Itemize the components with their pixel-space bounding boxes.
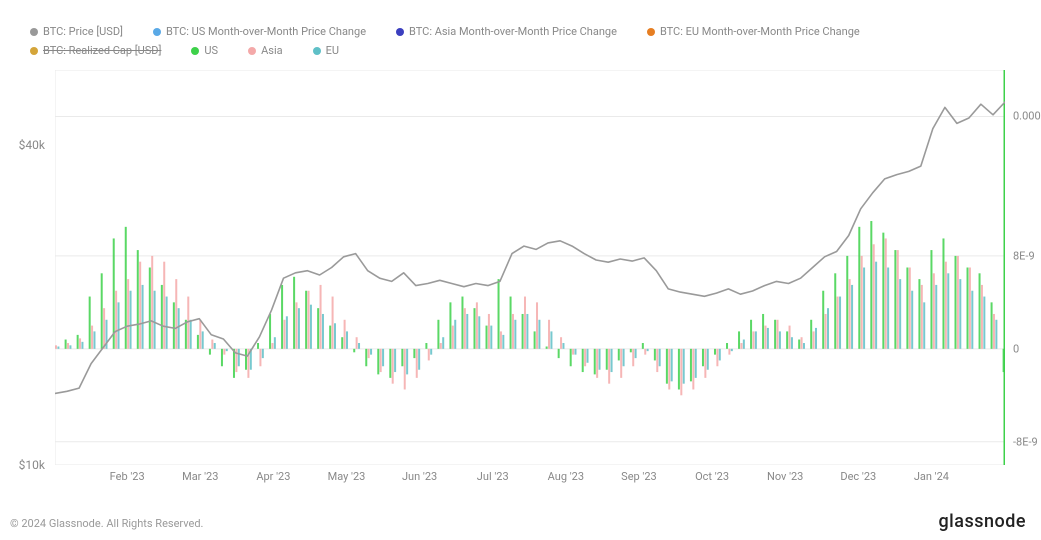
x-tick: Feb '23: [110, 470, 145, 483]
x-tick: Mar '23: [182, 470, 218, 483]
legend-swatch: [191, 47, 199, 55]
y-right-tick: 0.00000002: [1013, 110, 1041, 123]
legend-swatch: [313, 47, 321, 55]
x-tick: Sep '23: [621, 470, 657, 483]
x-tick: Dec '23: [840, 470, 876, 483]
legend-row-2: BTC: Realized Cap [USD] US Asia EU: [30, 44, 339, 57]
legend-label: US: [204, 44, 218, 57]
brand-logo: glassnode: [938, 511, 1026, 532]
x-tick: Jul '23: [477, 470, 509, 483]
legend-swatch: [30, 47, 38, 55]
legend-item[interactable]: US: [191, 44, 218, 57]
legend-swatch: [396, 28, 404, 36]
y-axis-right: 0.00000002 8E-9 0 -8E-9: [1008, 70, 1041, 465]
legend-row-1: BTC: Price [USD] BTC: US Month-over-Month…: [30, 25, 860, 38]
y-left-tick: $40k: [19, 138, 45, 152]
legend-item[interactable]: BTC: Realized Cap [USD]: [30, 44, 161, 57]
legend-swatch: [153, 28, 161, 36]
chart-area: [55, 70, 1005, 465]
legend-item[interactable]: BTC: EU Month-over-Month Price Change: [647, 25, 860, 38]
price-line: [55, 102, 1005, 394]
x-tick: Jan '24: [914, 470, 949, 483]
legend-swatch: [248, 47, 256, 55]
legend-item[interactable]: BTC: US Month-over-Month Price Change: [153, 25, 366, 38]
legend-label: BTC: EU Month-over-Month Price Change: [660, 25, 860, 38]
legend-item[interactable]: BTC: Price [USD]: [30, 25, 123, 38]
y-right-tick: 0: [1013, 342, 1019, 355]
y-axis-left: $40k$10k: [0, 70, 50, 465]
x-axis: Feb '23 Mar '23 Apr '23 May '23 Jun '23 Jul '…: [55, 470, 1005, 490]
footer-copyright: © 2024 Glassnode. All Rights Reserved.: [10, 517, 203, 530]
legend-label: BTC: US Month-over-Month Price Change: [166, 25, 366, 38]
legend-label: Asia: [261, 44, 283, 57]
legend-swatch: [30, 28, 38, 36]
x-tick: Apr '23: [256, 470, 290, 483]
x-tick: Jun '23: [402, 470, 437, 483]
chart-svg: [55, 70, 1005, 465]
legend-swatch: [647, 28, 655, 36]
legend-item[interactable]: BTC: Asia Month-over-Month Price Change: [396, 25, 617, 38]
x-tick: May '23: [328, 470, 366, 483]
legend-label: BTC: Asia Month-over-Month Price Change: [409, 25, 617, 38]
y-left-tick: $10k: [19, 458, 45, 472]
legend-label: BTC: Realized Cap [USD]: [43, 44, 161, 57]
x-tick: Aug '23: [548, 470, 584, 483]
y-right-tick: -8E-9: [1013, 435, 1038, 448]
x-tick: Nov '23: [767, 470, 803, 483]
legend-label: EU: [326, 44, 339, 57]
x-tick: Oct '23: [695, 470, 729, 483]
legend-item[interactable]: EU: [313, 44, 339, 57]
y-right-tick: 8E-9: [1013, 249, 1035, 262]
legend-item[interactable]: Asia: [248, 44, 283, 57]
legend-label: BTC: Price [USD]: [43, 25, 123, 38]
